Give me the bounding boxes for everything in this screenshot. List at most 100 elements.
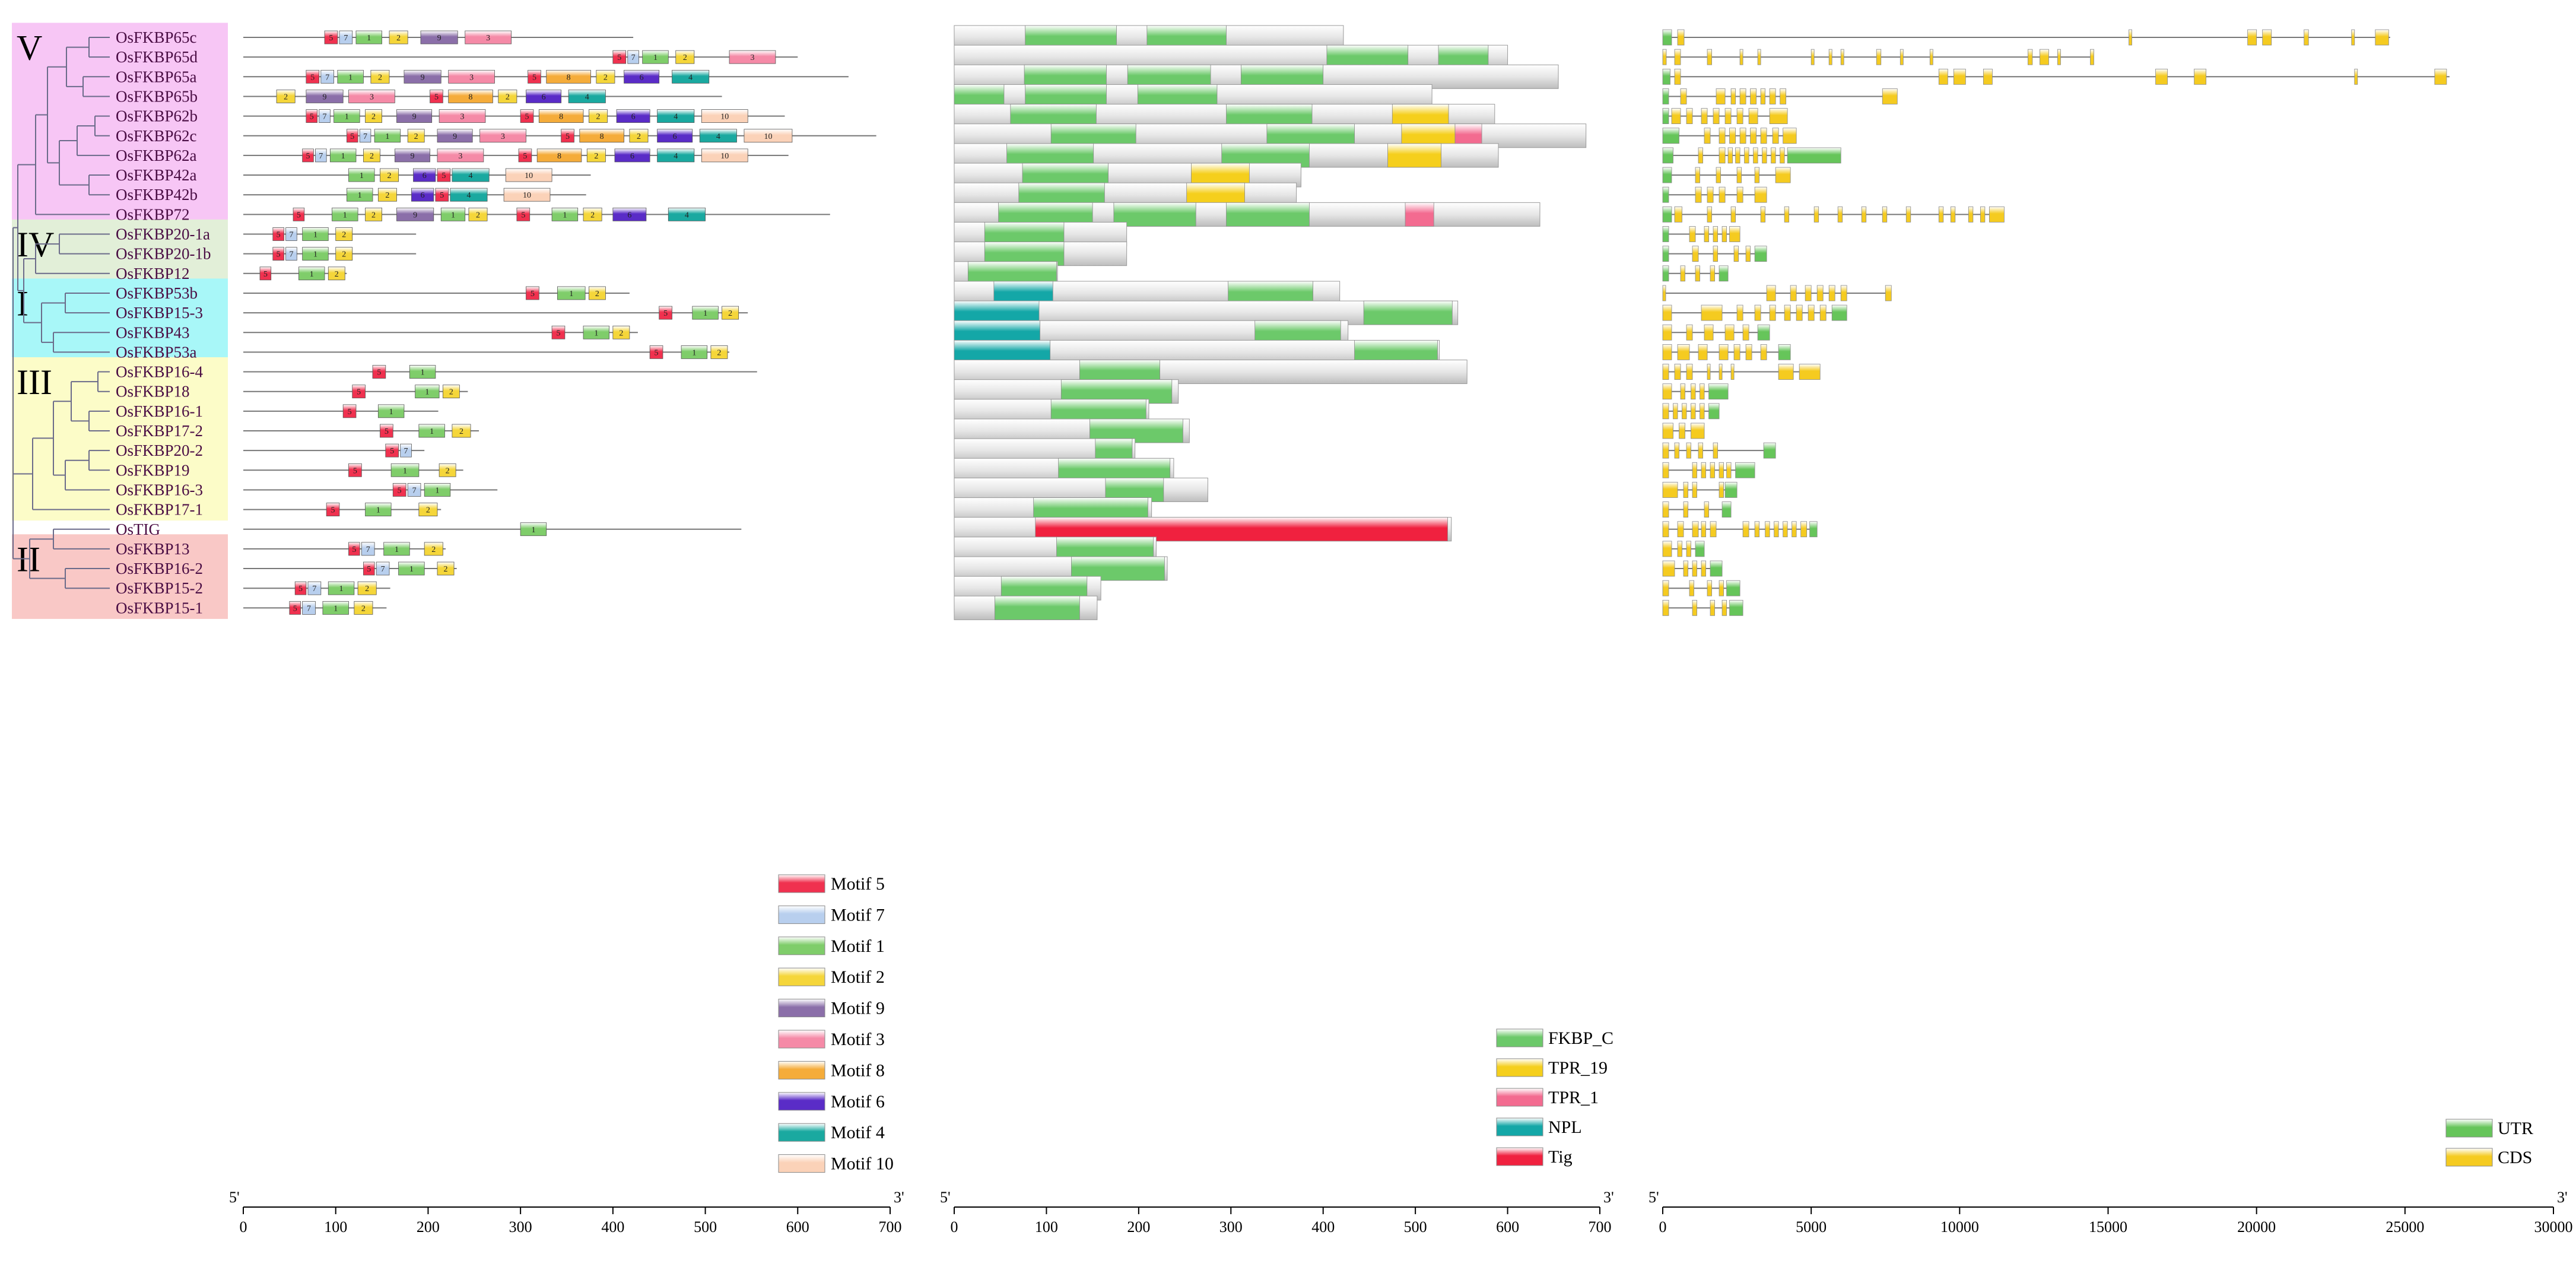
group-band-ii: [12, 534, 228, 619]
cds-block: [1695, 186, 1702, 203]
cds-block: [1762, 147, 1767, 164]
motif-legend-swatch: [778, 1092, 825, 1111]
motif-number: 2: [637, 132, 641, 141]
gene-label: OsFKBP15-2: [116, 579, 203, 597]
motif-6-box: [612, 207, 647, 221]
utr-block: [1662, 246, 1669, 262]
cds-block: [1953, 68, 1966, 85]
motif-number: 5: [385, 427, 389, 436]
motif-number: 5: [566, 132, 570, 141]
motif-number: 5: [350, 132, 354, 141]
cds-block: [1674, 49, 1681, 65]
cds-block: [1692, 462, 1697, 478]
structure-legend-label: UTR: [2498, 1119, 2533, 1138]
motif-1-box: [302, 227, 329, 241]
cds-block: [1778, 364, 1794, 380]
motif-1-box: [365, 503, 392, 516]
utr-block: [1662, 147, 1673, 164]
motif-number: 5: [377, 369, 381, 377]
cds-block: [1682, 403, 1687, 420]
motif-number: 2: [595, 290, 599, 299]
cds-block: [2262, 29, 2272, 46]
motif-number: 2: [594, 152, 598, 161]
cds-block: [1900, 49, 1904, 65]
gene-label: OsFKBP20-1a: [116, 226, 210, 243]
gene-label: OsTIG: [116, 520, 160, 538]
structure-axis-tick-label: 10000: [1940, 1218, 1979, 1236]
gene-label: OsFKBP53a: [116, 343, 197, 361]
domain-panel: [954, 25, 1587, 620]
motif-1-box: [520, 522, 547, 536]
cds-block: [1805, 285, 1812, 301]
gene-labels: OsFKBP65c OsFKBP65d OsFKBP65a OsFKBP65b OsFK…: [116, 28, 211, 617]
motif-number: 5: [353, 466, 357, 475]
utr-block: [1787, 147, 1841, 164]
motif-1-box: [418, 424, 445, 438]
motif-number: 5: [556, 329, 560, 338]
utr-block: [1763, 442, 1776, 459]
cds-block: [1766, 285, 1776, 301]
cds-block: [1730, 206, 1736, 223]
motif-9-box: [404, 69, 441, 84]
cds-block: [2434, 68, 2447, 85]
motif-7-box: [400, 443, 412, 458]
motif-8-box: [448, 90, 493, 103]
cds-block: [1885, 285, 1892, 301]
cds-block: [1698, 442, 1703, 459]
cds-block: [1736, 304, 1743, 321]
cds-block: [1707, 364, 1711, 380]
gene-label: OsFKBP16-2: [116, 560, 203, 577]
cds-block: [1760, 88, 1766, 104]
cds-block: [1701, 462, 1706, 478]
cds-block: [1662, 383, 1672, 400]
motif-number: 9: [412, 113, 417, 122]
motif-axis-end-label: 3': [894, 1189, 904, 1206]
motif-6-box: [614, 148, 650, 163]
motif-legend-swatch: [778, 967, 825, 986]
motif-legend-label: Motif 7: [831, 905, 885, 925]
cds-block: [1882, 206, 1888, 223]
utr-block: [1695, 541, 1705, 557]
cds-block: [1686, 442, 1691, 459]
gene-label: OsFKBP17-1: [116, 501, 203, 519]
motif-1-box: [583, 325, 610, 339]
domain-axis-tick-label: 700: [1589, 1218, 1612, 1236]
cds-block: [1790, 285, 1797, 301]
utr-block: [1831, 304, 1847, 321]
cds-block: [1983, 68, 1993, 85]
cds-block: [1784, 206, 1790, 223]
motif-5-box: [528, 69, 541, 84]
cds-block: [1674, 68, 1681, 85]
cds-block: [1780, 147, 1785, 164]
utr-block: [1662, 206, 1672, 223]
utr-block: [1729, 599, 1743, 616]
domain-legend-label: Tig: [1548, 1147, 1573, 1167]
cds-block: [1662, 324, 1672, 341]
cds-block: [1674, 206, 1682, 223]
motif-2-box: [380, 168, 399, 182]
motif-5-box: [289, 601, 301, 615]
motif-number: 3: [486, 34, 490, 43]
cds-block: [1680, 265, 1685, 282]
utr-block: [1708, 403, 1720, 420]
motif-number: 1: [403, 466, 407, 475]
motif-number: 7: [307, 604, 311, 613]
motif-9-box: [396, 207, 434, 221]
motif-number: 4: [688, 73, 693, 82]
motif-2-box: [675, 50, 695, 64]
structure-legend-swatch: [2445, 1148, 2493, 1167]
structure-legend-label: CDS: [2498, 1148, 2532, 1167]
motif-number: 9: [421, 73, 425, 82]
gene-label: OsFKBP12: [116, 265, 190, 282]
motif-1-box: [642, 50, 669, 64]
motif-5-box: [363, 561, 375, 576]
motif-1-box: [557, 286, 586, 300]
domain-legend-swatch: [1496, 1147, 1543, 1166]
motif-1-box: [347, 188, 373, 202]
motif-5-box: [435, 188, 449, 202]
motif-number: 6: [423, 172, 427, 180]
motif-4-box: [452, 168, 490, 182]
gene-label: OsFKBP42b: [116, 186, 198, 204]
cds-block: [1780, 88, 1787, 104]
motif-number: 5: [398, 486, 402, 495]
